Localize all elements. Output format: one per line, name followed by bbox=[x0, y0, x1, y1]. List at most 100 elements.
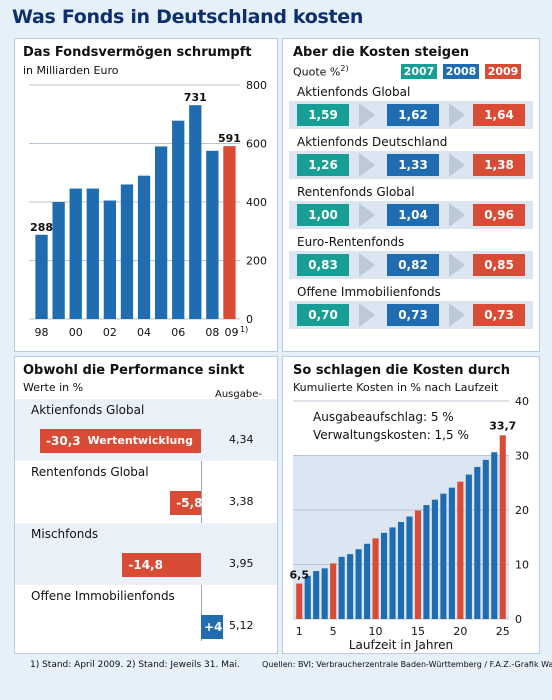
x-tick-label: 02 bbox=[103, 326, 117, 339]
bar bbox=[491, 452, 498, 619]
kosten-value-badge: 0,96 bbox=[473, 204, 525, 226]
bar bbox=[380, 532, 388, 619]
bar bbox=[355, 549, 362, 619]
y-tick-label: 200 bbox=[246, 255, 267, 268]
bar bbox=[223, 146, 236, 319]
bar bbox=[440, 493, 447, 619]
arrow-icon bbox=[359, 303, 375, 327]
x-tick-label: 5 bbox=[330, 625, 337, 638]
bar bbox=[52, 202, 65, 319]
legend-2009: 2009 bbox=[485, 64, 521, 79]
bar bbox=[482, 459, 489, 619]
bar bbox=[330, 563, 337, 619]
panel3-subtitle: Werte in % bbox=[23, 381, 84, 394]
bar bbox=[448, 487, 455, 619]
performance-note: Wertentwicklung bbox=[87, 434, 193, 447]
kosten-row-label: Aktienfonds Deutschland bbox=[297, 135, 448, 149]
bar bbox=[457, 481, 464, 619]
bar-value-label: 288 bbox=[30, 221, 53, 234]
bar bbox=[313, 571, 320, 619]
bar bbox=[431, 499, 438, 619]
performance-value: +4,1 bbox=[204, 620, 236, 634]
performance-value: -5,8 bbox=[176, 496, 203, 510]
panel3-title: Obwohl die Performance sinkt bbox=[23, 363, 245, 378]
kosten-value-badge: 1,26 bbox=[297, 154, 349, 176]
panel4-title: So schlagen die Kosten durch bbox=[293, 363, 511, 378]
bar bbox=[397, 521, 405, 619]
bar bbox=[154, 146, 168, 319]
bar bbox=[69, 188, 82, 319]
bar bbox=[206, 150, 219, 319]
kosten-value-badge: 1,38 bbox=[473, 154, 525, 176]
y-tick-label: 0 bbox=[246, 313, 253, 326]
y-tick-label: 40 bbox=[515, 395, 529, 408]
x-tick-label: 98 bbox=[35, 326, 49, 339]
y-tick-label: 30 bbox=[515, 450, 529, 463]
x-tick-label: 20 bbox=[453, 625, 467, 638]
performance-value: -30,3 bbox=[46, 434, 81, 448]
panel-performance: Obwohl die Performance sinkt Werte in % … bbox=[14, 356, 278, 654]
arrow-icon bbox=[359, 103, 375, 127]
kosten-value-badge: 1,33 bbox=[387, 154, 439, 176]
performance-value: -14,8 bbox=[128, 558, 163, 572]
panel2-subtitle: Quote %2) bbox=[293, 64, 349, 79]
y-tick-label: 0 bbox=[515, 613, 522, 626]
arrow-icon bbox=[449, 303, 465, 327]
x-tick-label: 04 bbox=[137, 326, 151, 339]
arrow-icon bbox=[449, 253, 465, 277]
bar bbox=[465, 474, 472, 619]
kosten-value-badge: 0,73 bbox=[387, 304, 439, 326]
start-value-label: 6,5 bbox=[289, 569, 309, 582]
bar bbox=[347, 554, 354, 619]
legend-2008: 2008 bbox=[443, 64, 479, 79]
arrow-icon bbox=[449, 103, 465, 127]
performance-row-label: Rentenfonds Global bbox=[31, 465, 149, 479]
kosten-value-badge: 0,70 bbox=[297, 304, 349, 326]
bar bbox=[372, 538, 379, 619]
kosten-value-badge: 0,73 bbox=[473, 304, 525, 326]
footnote-mark: 1) bbox=[240, 325, 248, 334]
kosten-value-badge: 1,64 bbox=[473, 104, 525, 126]
ausgabeaufschlag-value: 4,34 bbox=[229, 433, 254, 446]
bar bbox=[86, 188, 99, 319]
kosten-row-label: Aktienfonds Global bbox=[297, 85, 411, 99]
bar bbox=[389, 527, 396, 619]
bar bbox=[321, 568, 328, 619]
x-axis-label: Laufzeit in Jahren bbox=[349, 638, 453, 652]
ausgabeaufschlag-value: 5,12 bbox=[229, 619, 254, 632]
panel2-title: Aber die Kosten steigen bbox=[293, 45, 470, 60]
kosten-value-badge: 1,62 bbox=[387, 104, 439, 126]
arrow-icon bbox=[449, 153, 465, 177]
bar-value-label: 591 bbox=[218, 132, 241, 145]
panel-fondsvermoegen: Das Fondsvermögen schrumpft in Milliarde… bbox=[14, 38, 278, 352]
x-tick-label: 10 bbox=[369, 625, 383, 638]
kosten-value-badge: 1,00 bbox=[297, 204, 349, 226]
legend-2007: 2007 bbox=[401, 64, 437, 79]
kosten-row-label: Offene Immobilienfonds bbox=[297, 285, 441, 299]
bar bbox=[120, 184, 134, 319]
panel-kosten-durch: So schlagen die Kosten durch Kumulierte … bbox=[282, 356, 540, 654]
y-tick-label: 800 bbox=[246, 79, 267, 92]
bar bbox=[137, 175, 151, 319]
x-tick-label: 25 bbox=[496, 625, 510, 638]
x-tick-label: 1 bbox=[296, 625, 303, 638]
kosten-value-badge: 0,83 bbox=[297, 254, 349, 276]
page-title: Was Fonds in Deutschland kosten bbox=[12, 6, 364, 28]
bar bbox=[499, 435, 506, 619]
y-tick-label: 20 bbox=[515, 504, 529, 517]
panel1-title: Das Fondsvermögen schrumpft bbox=[23, 45, 252, 60]
footer-sources: Quellen: BVI; Verbraucherzentrale Baden-… bbox=[262, 660, 552, 669]
bar bbox=[474, 466, 481, 619]
performance-row-label: Mischfonds bbox=[31, 527, 99, 541]
bar bbox=[364, 543, 371, 619]
bar bbox=[414, 510, 422, 619]
panel2-subtitle-text: Quote % bbox=[293, 65, 341, 79]
ausgabeaufschlag-value: 3,38 bbox=[229, 495, 254, 508]
bar bbox=[338, 556, 345, 619]
x-tick-label: 06 bbox=[171, 326, 185, 339]
performance-bar: -30,3 Wertentwicklung bbox=[40, 429, 201, 453]
x-tick-label: 08 bbox=[205, 326, 219, 339]
end-value-label: 33,7 bbox=[489, 419, 516, 432]
bar bbox=[189, 105, 202, 320]
arrow-icon bbox=[359, 203, 375, 227]
